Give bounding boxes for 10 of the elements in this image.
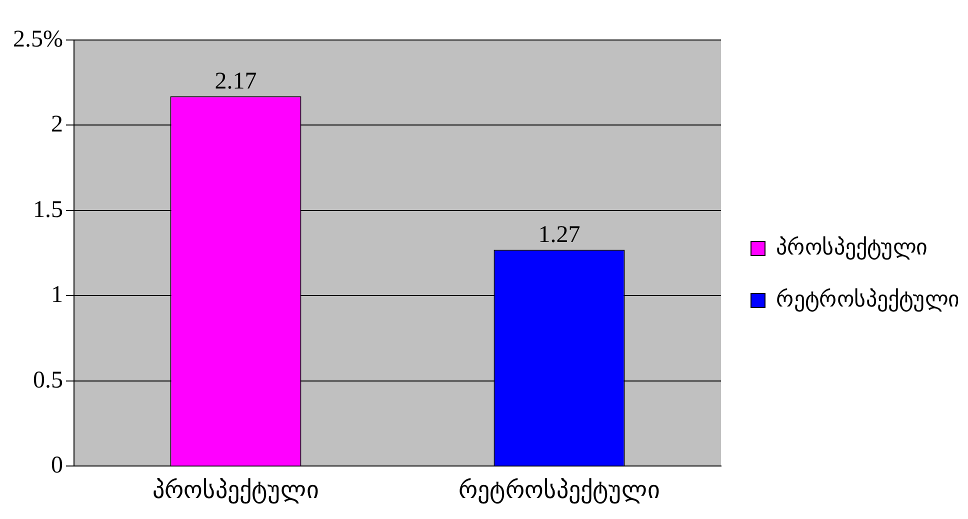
data-label: 1.27 xyxy=(538,222,580,248)
legend-label: პროსპექტული xyxy=(776,234,927,260)
y-tick-label: 2 xyxy=(50,112,63,138)
y-tick-label: 0 xyxy=(50,452,63,478)
y-tick-label: 1 xyxy=(50,282,63,308)
legend-label: რეტროსპექტული xyxy=(776,286,959,312)
y-tick-label: 1.5 xyxy=(32,196,63,223)
y-tick-label: 2.5% xyxy=(12,26,63,52)
data-label: 2.17 xyxy=(214,68,257,95)
y-tick-label: 0.5 xyxy=(32,367,63,394)
